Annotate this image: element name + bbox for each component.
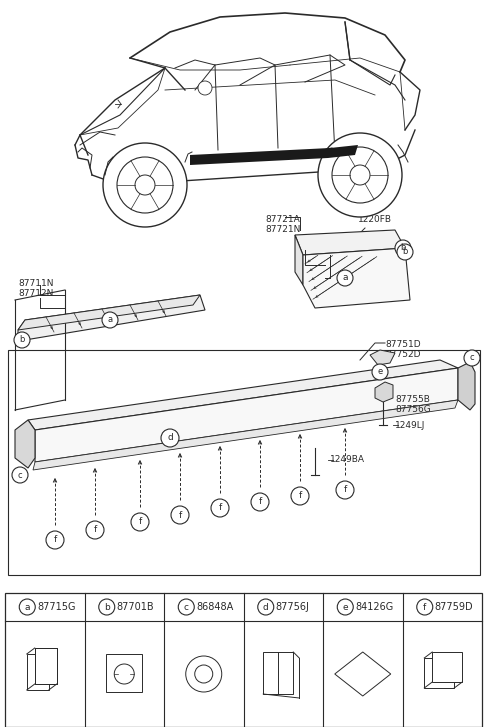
Circle shape bbox=[46, 531, 64, 549]
Circle shape bbox=[464, 350, 480, 366]
Circle shape bbox=[102, 312, 118, 328]
Text: d: d bbox=[263, 603, 269, 611]
Bar bbox=[424, 658, 454, 688]
Circle shape bbox=[99, 599, 115, 615]
Text: 87721A: 87721A bbox=[265, 215, 300, 224]
Text: 87756J: 87756J bbox=[276, 602, 310, 612]
Circle shape bbox=[12, 467, 28, 483]
Polygon shape bbox=[28, 360, 458, 430]
Circle shape bbox=[332, 147, 388, 203]
Circle shape bbox=[117, 157, 173, 213]
Text: 87752D: 87752D bbox=[385, 350, 420, 359]
Text: c: c bbox=[469, 353, 474, 363]
Polygon shape bbox=[15, 420, 35, 468]
Text: f: f bbox=[94, 526, 96, 534]
Bar bbox=[35, 648, 57, 684]
Circle shape bbox=[178, 599, 194, 615]
Bar bbox=[35, 648, 57, 684]
Circle shape bbox=[291, 487, 309, 505]
Text: 84126G: 84126G bbox=[355, 602, 393, 612]
Text: b: b bbox=[104, 603, 110, 611]
Polygon shape bbox=[303, 248, 410, 308]
Text: 87755B: 87755B bbox=[395, 395, 430, 404]
Circle shape bbox=[86, 521, 104, 539]
Text: f: f bbox=[259, 497, 262, 507]
Polygon shape bbox=[18, 295, 200, 330]
Circle shape bbox=[161, 429, 179, 447]
Polygon shape bbox=[295, 230, 405, 255]
Circle shape bbox=[337, 599, 353, 615]
Polygon shape bbox=[458, 362, 475, 410]
Polygon shape bbox=[375, 382, 393, 402]
Circle shape bbox=[350, 165, 370, 185]
Text: b: b bbox=[400, 244, 406, 252]
Text: 87759D: 87759D bbox=[435, 602, 473, 612]
Circle shape bbox=[198, 81, 212, 95]
Text: b: b bbox=[402, 247, 408, 257]
Circle shape bbox=[131, 513, 149, 531]
Text: 87715G: 87715G bbox=[37, 602, 76, 612]
Text: a: a bbox=[342, 273, 348, 283]
Text: f: f bbox=[54, 536, 56, 545]
Text: 87711N: 87711N bbox=[18, 279, 54, 288]
Circle shape bbox=[337, 270, 353, 286]
Circle shape bbox=[14, 332, 30, 348]
Bar bbox=[432, 652, 462, 682]
Text: c: c bbox=[18, 470, 22, 480]
Text: 1249BA: 1249BA bbox=[330, 456, 365, 465]
Text: e: e bbox=[342, 603, 348, 611]
Text: a: a bbox=[24, 603, 30, 611]
Text: 87751D: 87751D bbox=[385, 340, 421, 349]
Text: 87721N: 87721N bbox=[265, 225, 300, 234]
Polygon shape bbox=[33, 400, 458, 470]
Text: d: d bbox=[167, 433, 173, 443]
Polygon shape bbox=[35, 368, 458, 462]
Circle shape bbox=[336, 481, 354, 499]
Text: 1220FB: 1220FB bbox=[358, 215, 392, 224]
Text: f: f bbox=[218, 504, 222, 513]
Text: f: f bbox=[138, 518, 142, 526]
Circle shape bbox=[103, 143, 187, 227]
Bar bbox=[106, 654, 142, 692]
Circle shape bbox=[417, 599, 433, 615]
Text: 86848A: 86848A bbox=[196, 602, 233, 612]
Circle shape bbox=[397, 244, 413, 260]
Circle shape bbox=[258, 599, 274, 615]
Bar bbox=[27, 654, 49, 690]
Text: f: f bbox=[423, 603, 427, 611]
Circle shape bbox=[372, 364, 388, 380]
Text: f: f bbox=[299, 491, 301, 500]
Circle shape bbox=[135, 175, 155, 195]
Polygon shape bbox=[190, 145, 358, 165]
Circle shape bbox=[251, 493, 269, 511]
Text: b: b bbox=[19, 335, 25, 345]
Text: 1249LJ: 1249LJ bbox=[395, 420, 425, 430]
Circle shape bbox=[318, 133, 402, 217]
Circle shape bbox=[395, 240, 411, 256]
Text: f: f bbox=[343, 486, 347, 494]
Bar bbox=[5, 593, 482, 727]
Polygon shape bbox=[18, 295, 205, 345]
Text: a: a bbox=[342, 273, 348, 283]
Text: 87712N: 87712N bbox=[18, 289, 54, 298]
Circle shape bbox=[211, 499, 229, 517]
Bar bbox=[263, 652, 293, 694]
Text: 87756G: 87756G bbox=[395, 405, 431, 414]
Text: c: c bbox=[184, 603, 189, 611]
Circle shape bbox=[19, 599, 35, 615]
Text: 87701B: 87701B bbox=[117, 602, 154, 612]
Polygon shape bbox=[295, 235, 303, 285]
Circle shape bbox=[171, 506, 189, 524]
Text: a: a bbox=[108, 316, 112, 324]
Text: e: e bbox=[377, 368, 383, 377]
Polygon shape bbox=[370, 350, 395, 365]
Text: f: f bbox=[178, 510, 182, 520]
